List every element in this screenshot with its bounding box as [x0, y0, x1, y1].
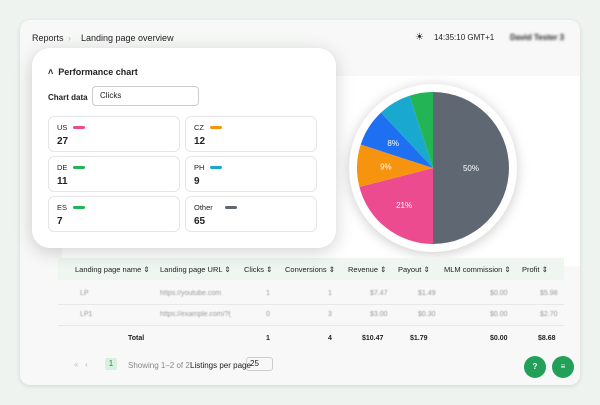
card-color: [73, 166, 85, 169]
slice-label: 21%: [396, 201, 412, 210]
total-cell: $1.79: [410, 335, 428, 342]
user[interactable]: David Tester 3: [510, 33, 565, 42]
table-cell: 1: [266, 290, 270, 297]
total-cell: 1: [266, 335, 270, 342]
table-cell: $1.49: [418, 290, 436, 297]
column-header[interactable]: Profit ⇕: [522, 265, 548, 274]
row-divider: [58, 304, 564, 305]
total-cell: Total: [128, 335, 145, 342]
pie-slice: [409, 92, 433, 168]
help-button[interactable]: ?: [524, 356, 546, 378]
stat-card: DE 11: [48, 156, 180, 192]
card-value: 12: [194, 136, 206, 147]
card-color: [73, 126, 85, 129]
table-cell: $0.30: [418, 311, 436, 318]
chart-data-select[interactable]: Clicks: [92, 86, 199, 106]
slice-label: 8%: [387, 139, 399, 148]
card-value: 27: [57, 136, 69, 147]
card-value: 65: [194, 216, 206, 227]
table-cell: $7.47: [370, 290, 388, 297]
pie-slice: [380, 95, 433, 168]
pie-slice: [359, 168, 433, 244]
table-cell: https://example.com/?(: [160, 311, 231, 318]
pie-slice: [357, 144, 433, 187]
card-value: 9: [194, 176, 200, 187]
total-cell: $10.47: [362, 335, 384, 342]
title-text: Performance chart: [58, 67, 138, 77]
card-name: PH: [194, 163, 205, 172]
slice-label: 9%: [380, 163, 392, 172]
total-cell: $8.68: [538, 335, 556, 342]
row-divider: [58, 325, 564, 326]
card-name: CZ: [194, 123, 204, 132]
page-button[interactable]: 1: [105, 358, 117, 370]
stat-card: ES 7: [48, 196, 180, 232]
table: Landing page name ⇕ Landing page URL ⇕ Cli…: [58, 258, 564, 358]
performance-popover: ˄ Performance chart Chart data Clicks US…: [32, 48, 336, 248]
table-cell: 0: [266, 311, 270, 318]
table-cell: $3.00: [370, 311, 388, 318]
card-name: ES: [57, 203, 68, 212]
column-header[interactable]: Conversions ⇕: [285, 265, 336, 274]
chart-data-label: Chart data: [48, 93, 88, 102]
card-color: [73, 206, 85, 209]
stat-card: Other 65: [185, 196, 317, 232]
popover-title[interactable]: ˄ Performance chart: [48, 67, 138, 77]
table-header-bg: [58, 258, 564, 280]
filter-button[interactable]: ≡: [552, 356, 574, 378]
card-color: [210, 166, 222, 169]
card-name: Other: [194, 203, 213, 212]
stat-card: CZ 12: [185, 116, 317, 152]
slice-label: 50%: [463, 164, 479, 173]
column-header[interactable]: Payout ⇕: [398, 265, 430, 274]
separator: ›: [68, 33, 71, 43]
total-cell: 4: [328, 335, 332, 342]
card-name: US: [57, 123, 68, 132]
stat-card: PH 9: [185, 156, 317, 192]
card-name: DE: [57, 163, 68, 172]
table-cell: https://youtube.com: [160, 290, 222, 297]
table-cell: $0.00: [490, 290, 508, 297]
per-page-label: Listings per page: [190, 361, 251, 370]
column-header[interactable]: MLM commission ⇕: [444, 265, 511, 274]
card-value: 11: [57, 176, 68, 187]
card-value: 7: [57, 216, 63, 227]
table-cell: LP: [80, 290, 89, 297]
table-cell: $5.98: [540, 290, 558, 297]
column-header[interactable]: Landing page name ⇕: [75, 265, 150, 274]
column-header[interactable]: Clicks ⇕: [244, 265, 273, 274]
total-cell: $0.00: [490, 335, 508, 342]
per-page-select[interactable]: 25: [246, 357, 273, 371]
time[interactable]: 14:35:10 GMT+1: [434, 33, 495, 42]
table-cell: 3: [328, 311, 332, 318]
card-color: [210, 126, 222, 129]
table-cell: $2.70: [540, 311, 558, 318]
breadcrumb: Landing page overview: [81, 33, 174, 43]
theme-icon[interactable]: ☀: [415, 32, 424, 43]
breadcrumb[interactable]: Reports: [32, 33, 64, 43]
pie-slice: [360, 112, 433, 168]
pie-slice: [433, 92, 509, 244]
column-header[interactable]: Landing page URL ⇕: [160, 265, 231, 274]
stat-card: US 27: [48, 116, 180, 152]
column-header[interactable]: Revenue ⇕: [348, 265, 387, 274]
table-cell: 1: [328, 290, 332, 297]
showing: Showing 1–2 of 2: [128, 361, 190, 370]
prev-buttons[interactable]: « ‹: [74, 360, 88, 369]
pie-chart: 50% 21% 9% 8%: [349, 84, 517, 252]
table-cell: LP1: [80, 311, 93, 318]
card-color: [225, 206, 237, 209]
table-cell: $0.00: [490, 311, 508, 318]
